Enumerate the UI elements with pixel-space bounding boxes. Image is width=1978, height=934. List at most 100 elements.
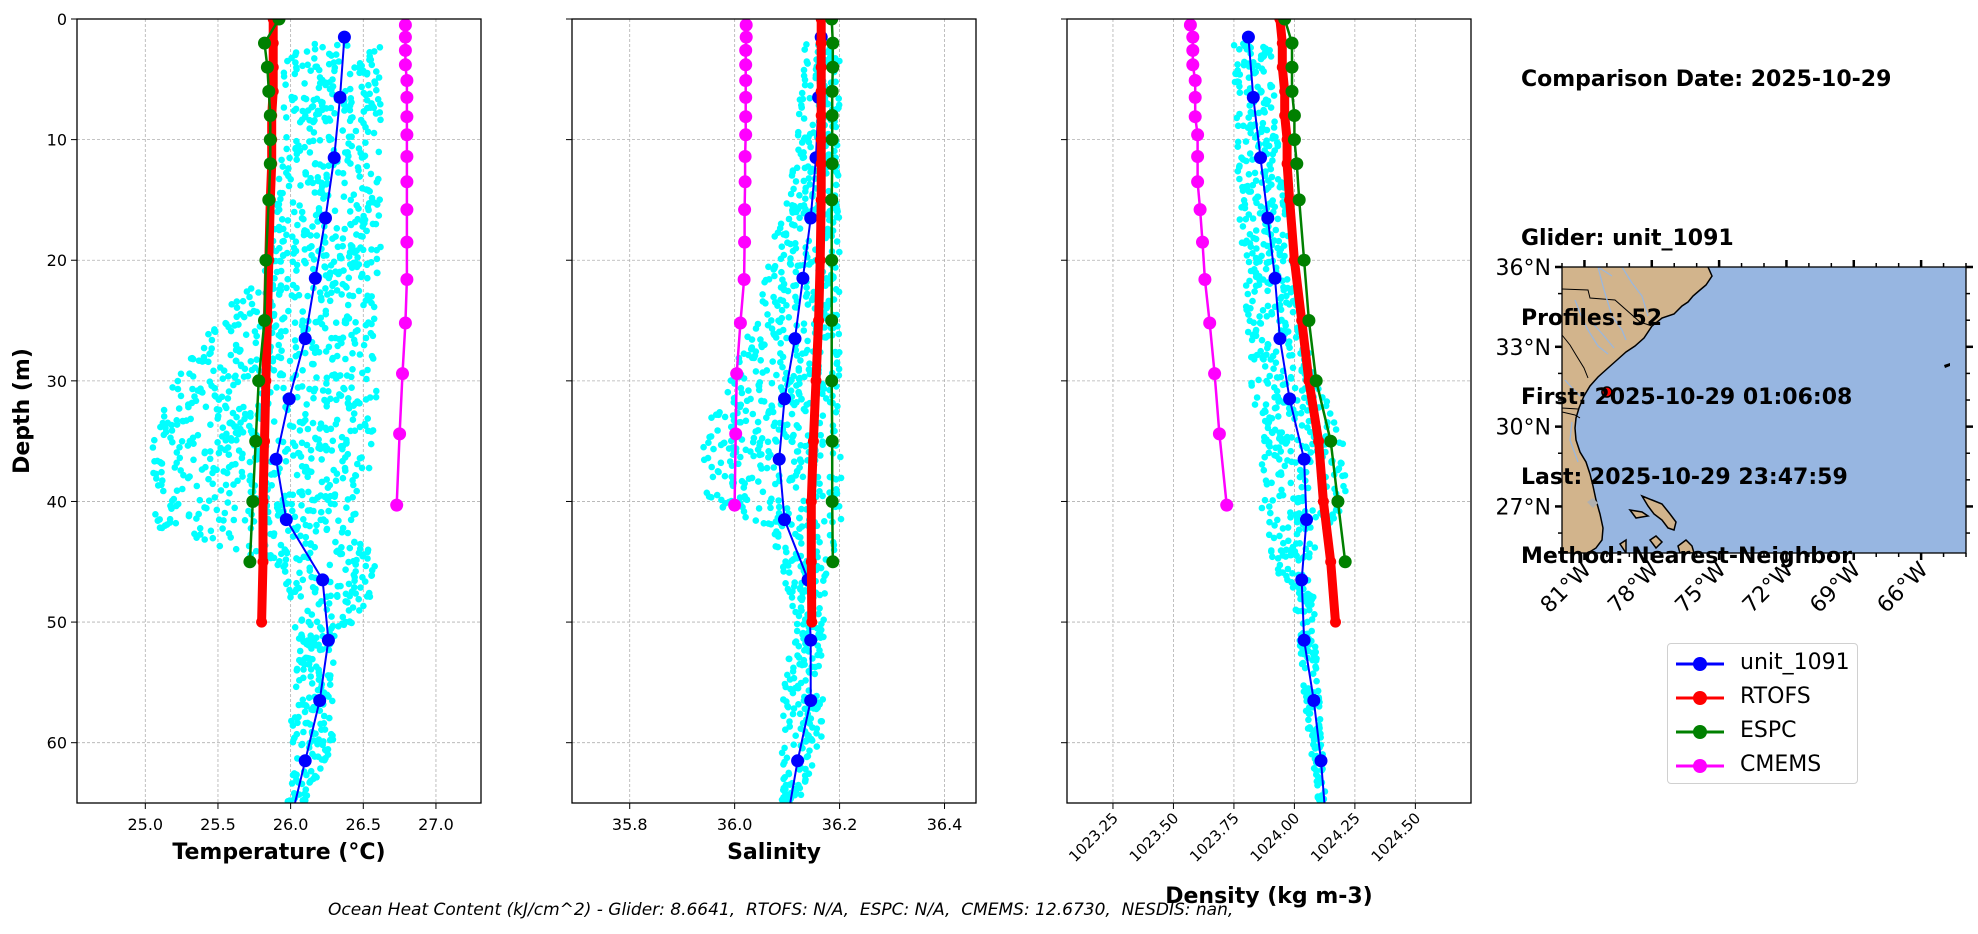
raw-point — [1279, 192, 1286, 199]
raw-point — [816, 538, 823, 546]
raw-point — [1259, 307, 1267, 314]
raw-point — [325, 388, 332, 395]
raw-point — [308, 360, 316, 368]
raw-point — [1261, 453, 1268, 461]
raw-point — [169, 384, 176, 391]
raw-point — [745, 475, 753, 483]
raw-point — [189, 385, 196, 393]
raw-point — [200, 344, 208, 352]
ocean-heat-content-text: Ocean Heat Content (kJ/cm^2) - Glider: 8… — [328, 900, 1234, 920]
y-tick-label: 50 — [47, 613, 67, 632]
raw-point — [713, 491, 721, 499]
raw-point — [1263, 351, 1270, 359]
raw-point — [292, 683, 300, 691]
raw-point — [364, 366, 371, 374]
raw-point — [283, 114, 290, 121]
raw-point — [1234, 143, 1242, 150]
raw-point — [364, 546, 372, 554]
raw-point — [154, 517, 162, 524]
raw-point — [302, 719, 310, 727]
raw-point — [1305, 553, 1313, 561]
raw-point — [1245, 211, 1253, 218]
raw-point — [1241, 42, 1248, 50]
raw-point — [320, 712, 328, 720]
temperature-panel: 25.0 25.5 26.0 26.5 27.0 0 10 20 30 40 50 60 Tempera… — [47, 10, 482, 865]
series-line-unit_1091 — [275, 37, 346, 803]
raw-point — [232, 460, 239, 468]
x-tick-label: 35.8 — [612, 815, 648, 834]
raw-point — [808, 663, 816, 671]
raw-point — [294, 523, 302, 531]
raw-point — [291, 94, 298, 102]
x-axis-label: Salinity — [727, 840, 821, 865]
raw-point — [806, 360, 813, 368]
raw-point — [1252, 332, 1260, 340]
raw-point — [293, 284, 300, 292]
raw-point — [358, 464, 366, 472]
raw-point — [317, 445, 324, 453]
raw-point — [214, 412, 222, 420]
raw-point — [1246, 277, 1253, 285]
raw-point — [794, 468, 801, 476]
raw-point — [292, 344, 300, 351]
raw-point — [795, 781, 802, 789]
raw-point — [239, 297, 247, 305]
raw-point — [786, 477, 793, 484]
raw-point — [227, 534, 234, 541]
x-tick-label: 1023.75 — [1186, 809, 1243, 866]
raw-point — [295, 584, 303, 592]
raw-point — [1293, 552, 1300, 560]
series-point-cmems — [739, 19, 753, 32]
raw-point — [213, 506, 221, 514]
plot-area — [149, 19, 414, 803]
raw-point — [164, 419, 171, 427]
spacer — [1521, 147, 1891, 174]
raw-point — [285, 165, 292, 172]
raw-point — [788, 410, 796, 418]
raw-point — [1287, 514, 1294, 521]
raw-point — [316, 672, 323, 679]
raw-point — [783, 302, 790, 309]
series-point-espc — [825, 19, 839, 26]
raw-point — [377, 243, 384, 251]
raw-point — [294, 221, 301, 229]
raw-point — [366, 49, 373, 56]
raw-point — [804, 346, 811, 354]
raw-point — [208, 382, 215, 390]
series-point-rtofs — [1330, 616, 1341, 628]
x-tick-label: 1024.00 — [1247, 809, 1304, 866]
raw-point — [717, 459, 725, 467]
raw-point — [278, 216, 286, 223]
raw-point — [764, 321, 772, 329]
raw-point — [781, 758, 788, 766]
raw-point — [789, 209, 796, 216]
raw-point — [174, 377, 182, 385]
raw-point — [1269, 497, 1276, 504]
raw-point — [359, 270, 366, 278]
raw-point — [798, 395, 805, 403]
raw-point — [270, 418, 278, 425]
raw-point — [354, 254, 361, 261]
raw-point — [1248, 382, 1255, 389]
series-point-rtofs — [807, 435, 819, 447]
raw-point — [280, 237, 288, 245]
raw-point — [205, 358, 212, 366]
raw-point — [275, 291, 283, 298]
raw-point — [801, 81, 809, 89]
raw-point — [1258, 504, 1266, 512]
raw-point — [803, 290, 811, 298]
raw-point — [275, 341, 283, 349]
raw-point — [168, 427, 176, 434]
raw-point — [230, 516, 238, 524]
raw-point — [818, 733, 825, 740]
raw-point — [363, 71, 371, 78]
series-point-cmems — [400, 235, 414, 249]
raw-point — [1243, 252, 1251, 259]
raw-point — [1261, 140, 1269, 148]
series-point-cmems — [738, 175, 752, 189]
raw-point — [312, 528, 320, 535]
bermuda — [1944, 363, 1950, 368]
raw-point — [240, 313, 248, 321]
raw-point — [372, 110, 380, 117]
raw-point — [202, 463, 209, 471]
